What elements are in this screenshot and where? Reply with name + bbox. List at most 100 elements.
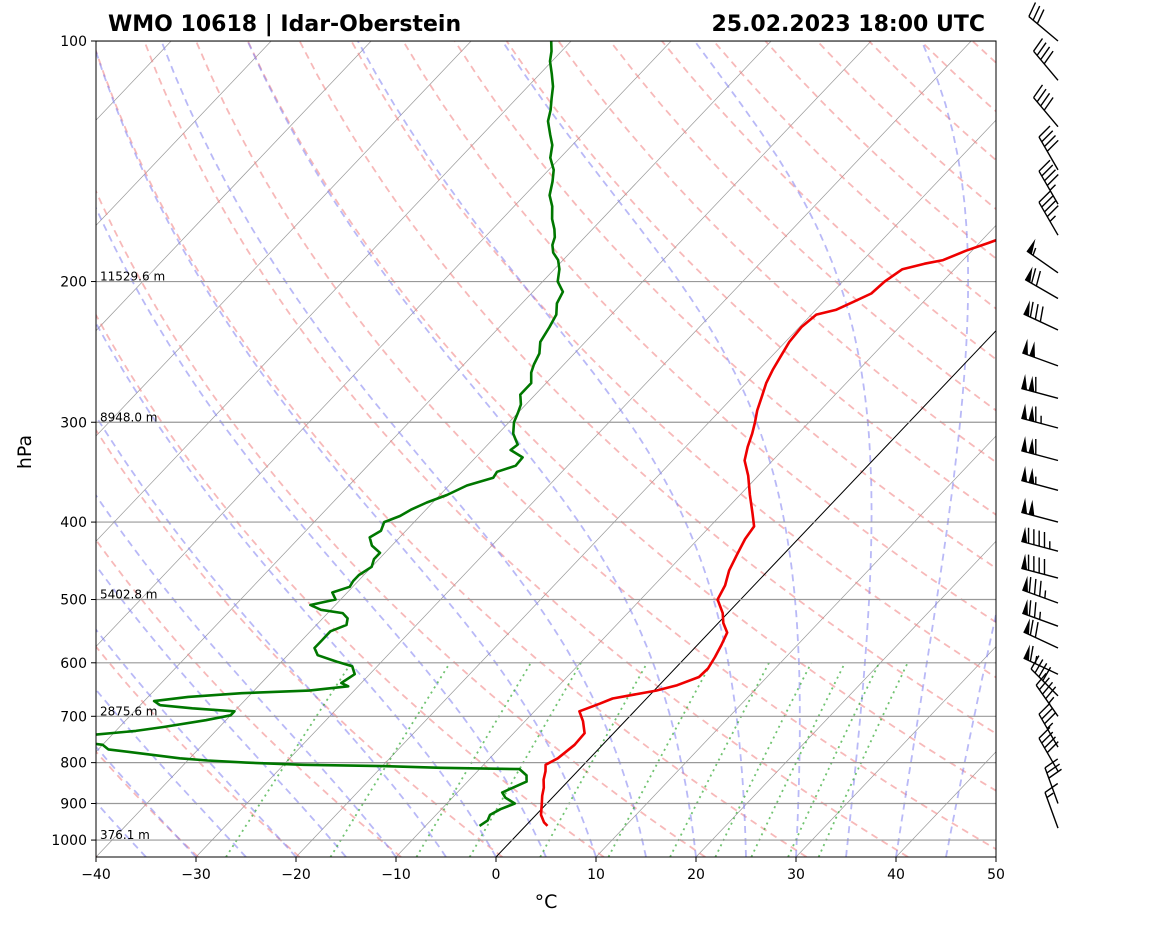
y-tick-label: 100 xyxy=(60,34,87,50)
wind-barb-full xyxy=(1044,782,1059,793)
wind-barb-staff xyxy=(1038,737,1059,772)
isotherm-line xyxy=(395,224,996,857)
wind-barb-pennant xyxy=(1026,238,1036,255)
moist-adiabat-line xyxy=(96,745,197,857)
x-tick-label: 30 xyxy=(787,867,805,883)
wind-barb-half xyxy=(1044,590,1047,599)
isotherm-line xyxy=(96,41,872,857)
wind-barb-full xyxy=(1036,88,1047,103)
wind-barb-full xyxy=(1046,763,1061,774)
wind-barb-half xyxy=(1049,215,1056,222)
wind-barb-full xyxy=(1044,712,1056,725)
wind-barb-full xyxy=(1038,190,1051,203)
isotherm-line xyxy=(595,435,996,857)
wind-barb-staff xyxy=(1021,417,1059,429)
wind-barb-full xyxy=(1028,600,1032,616)
wind-barb-pennant xyxy=(1021,403,1028,420)
isotherm-line xyxy=(96,41,372,332)
wind-barb-pennant xyxy=(1028,499,1035,516)
dry-adiabat-line xyxy=(557,41,996,464)
wind-barb-staff xyxy=(1023,657,1059,675)
wind-barb-full xyxy=(1035,376,1037,393)
wind-barb-full xyxy=(1038,125,1051,138)
x-tick-label: 20 xyxy=(687,867,705,883)
plot-frame xyxy=(95,40,997,858)
wind-barb-full xyxy=(1046,139,1059,152)
wind-barb-full xyxy=(1038,677,1050,691)
wind-barb-staff xyxy=(1028,16,1059,42)
moist-adiabat-line xyxy=(96,688,247,857)
moist-adiabat-line xyxy=(96,414,447,857)
wind-barb-full xyxy=(1039,306,1044,322)
y-tick-label: 1000 xyxy=(51,833,87,849)
wind-barb-full xyxy=(1046,174,1059,186)
wind-barb xyxy=(1035,672,1059,717)
moist-adiabat-line xyxy=(96,48,597,857)
wind-barb xyxy=(1022,599,1059,627)
y-tick-label: 400 xyxy=(60,515,87,531)
wind-barb-full xyxy=(1029,619,1034,636)
moist-adiabat-line xyxy=(96,493,397,857)
wind-barb-staff xyxy=(1022,612,1059,627)
x-tick-label: −40 xyxy=(81,867,111,883)
wind-barb-pennant xyxy=(1021,553,1028,570)
wind-barb-full xyxy=(1038,580,1042,597)
moist-adiabat-line xyxy=(501,41,801,857)
wind-barb xyxy=(1023,644,1059,675)
wind-barb-half xyxy=(1034,655,1038,664)
moist-adiabat-line xyxy=(895,41,970,857)
y-tick-label: 200 xyxy=(60,275,87,291)
isotherm-line xyxy=(96,41,572,542)
wind-barb xyxy=(1033,38,1059,81)
wind-barb-full xyxy=(1041,707,1054,720)
isotherm-line xyxy=(795,645,996,857)
moist-adiabat-line xyxy=(96,564,347,857)
mixing-ratio-line xyxy=(539,662,648,857)
wind-barb-half xyxy=(1035,476,1037,485)
y-axis-ticks: 1000 900 800 700 600 500 400 300 200 100 xyxy=(51,34,96,849)
dry-adiabat-line xyxy=(96,48,808,857)
wind-barb-full xyxy=(1043,558,1046,575)
wind-barb-staff xyxy=(1038,713,1059,748)
wind-barb-full xyxy=(1033,578,1037,595)
wind-barb-staff xyxy=(1026,250,1059,274)
wind-barb-staff xyxy=(1022,352,1059,367)
mixing-ratio-line xyxy=(468,662,582,857)
isotherm-line xyxy=(895,751,996,857)
dry-adiabat-line xyxy=(96,189,706,857)
mixing-ratio-line xyxy=(225,662,352,857)
wind-barb-full xyxy=(1034,622,1039,638)
dry-adiabat-line xyxy=(505,41,996,516)
dry-adiabat-line xyxy=(402,41,996,624)
wind-barb-pennant xyxy=(1028,438,1035,455)
wind-barb-half xyxy=(1046,792,1054,799)
wind-barb xyxy=(1044,758,1062,804)
wind-barb xyxy=(1021,465,1059,491)
y-tick-label: 300 xyxy=(60,415,87,431)
x-tick-label: −10 xyxy=(381,867,411,883)
wind-barb-full xyxy=(1030,268,1037,284)
moist-adiabat-line xyxy=(357,41,747,857)
wind-barbs xyxy=(1021,2,1062,829)
wind-barb-full xyxy=(1035,439,1037,455)
x-tick-label: 10 xyxy=(587,867,605,883)
wind-barb-full xyxy=(1028,577,1032,593)
y-axis-label: hPa xyxy=(14,435,36,469)
wind-barb xyxy=(1021,373,1059,399)
dewpoint-profile-line xyxy=(96,41,565,827)
wind-barb-full xyxy=(1043,532,1046,548)
zero-isotherm-line xyxy=(495,329,996,857)
wind-barb-full xyxy=(1038,159,1051,172)
height-label: 8948.0 m xyxy=(100,410,158,424)
wind-barb-pennant xyxy=(1023,300,1030,317)
wind-barb-half xyxy=(1048,696,1055,704)
wind-barb xyxy=(1021,526,1059,552)
wind-barb-full xyxy=(1032,5,1041,21)
wind-barb-pennant xyxy=(1023,644,1030,661)
pressure-gridlines xyxy=(96,41,996,841)
wind-barb-full xyxy=(1041,164,1054,177)
isotherm-line xyxy=(96,41,672,647)
wind-barb-staff xyxy=(1038,170,1059,205)
wind-barb-full xyxy=(1048,768,1062,779)
